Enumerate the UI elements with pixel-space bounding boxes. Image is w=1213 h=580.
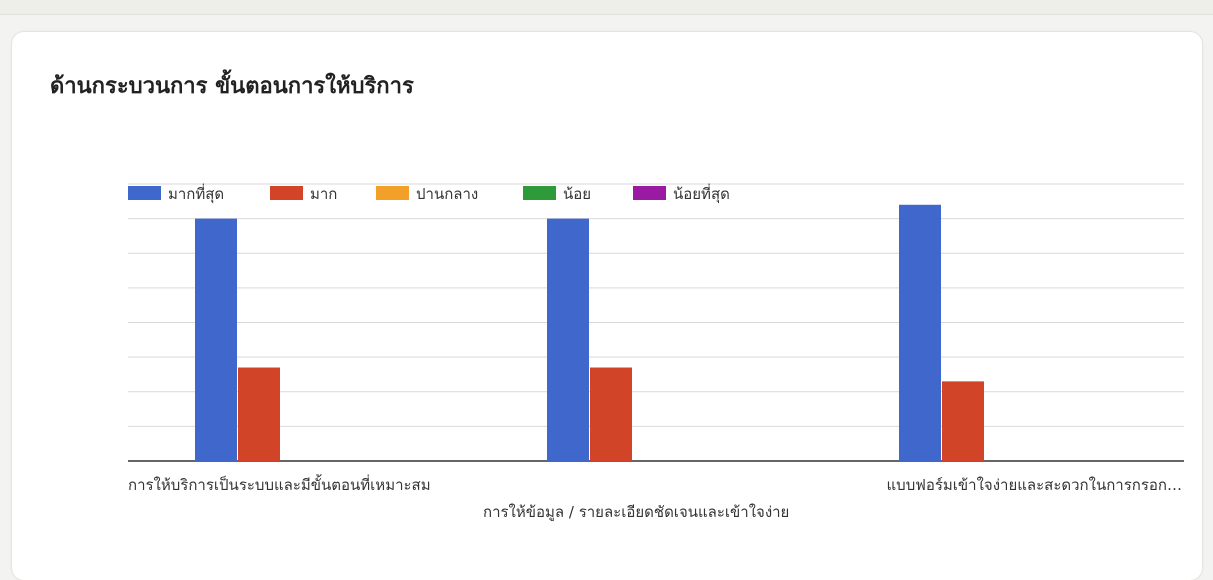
legend-swatch: [128, 186, 161, 200]
x-tick-label: แบบฟอร์มเข้าใจง่ายและสะดวกในการกรอก…: [887, 476, 1182, 494]
legend-label: มากที่สุด: [168, 183, 224, 204]
legend-swatch: [633, 186, 666, 200]
bar: [899, 204, 941, 461]
x-tick-label: การให้ข้อมูล / รายละเอียดชัดเจนและเข้าใจ…: [483, 503, 789, 521]
legend-swatch: [523, 186, 556, 200]
bar: [590, 367, 632, 461]
legend-label: น้อยที่สุด: [673, 183, 730, 204]
bar: [547, 218, 589, 461]
chart-title: ด้านกระบวนการ ขั้นตอนการให้บริการ: [50, 74, 414, 99]
bar: [942, 381, 984, 461]
legend-label: น้อย: [563, 185, 591, 203]
bar: [195, 218, 237, 461]
bar-chart: การให้บริการเป็นระบบและมีขั้นตอนที่เหมาะ…: [128, 183, 1184, 521]
bar: [238, 367, 280, 461]
top-bar: [0, 0, 1213, 15]
chart-card: ด้านกระบวนการ ขั้นตอนการให้บริการ การให้…: [12, 32, 1202, 580]
bars: [195, 204, 984, 461]
legend-swatch: [376, 186, 409, 200]
legend-label: มาก: [310, 185, 337, 203]
legend: มากที่สุด มาก ปานกลาง น้อย น้อยที่สุด: [128, 183, 730, 204]
legend-label: ปานกลาง: [416, 185, 478, 203]
legend-swatch: [270, 186, 303, 200]
gridlines: [128, 183, 1184, 462]
x-tick-label: การให้บริการเป็นระบบและมีขั้นตอนที่เหมาะ…: [128, 474, 431, 494]
x-axis-labels: การให้บริการเป็นระบบและมีขั้นตอนที่เหมาะ…: [128, 474, 1182, 521]
